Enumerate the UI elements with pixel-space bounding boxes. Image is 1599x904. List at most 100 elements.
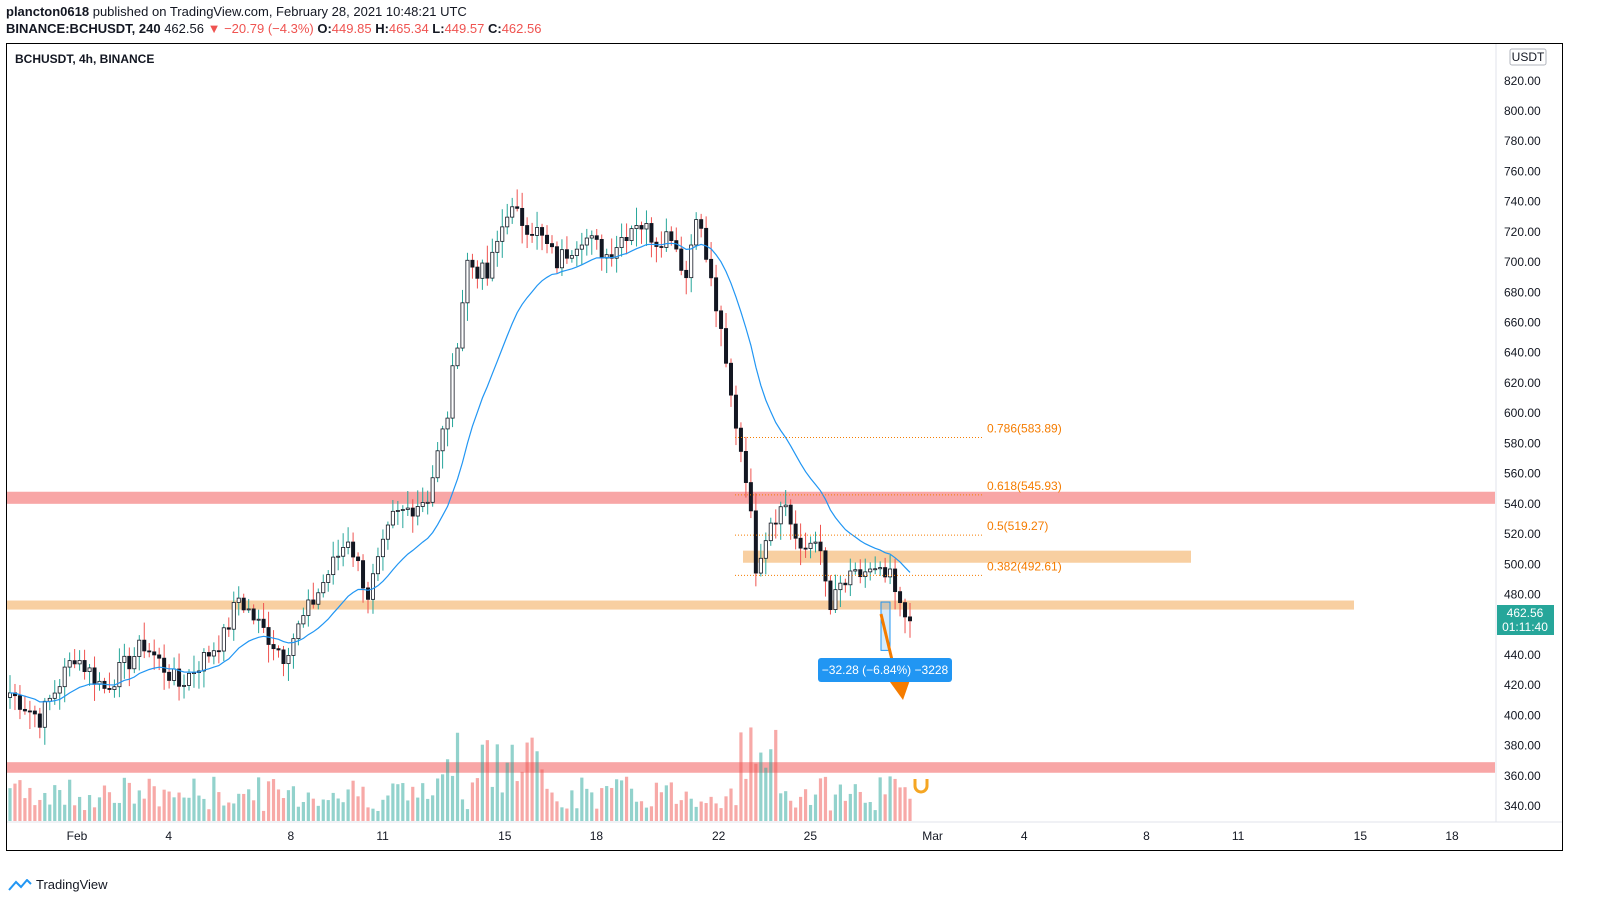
volume-bar xyxy=(102,785,107,821)
volume-bar xyxy=(903,787,907,821)
candle-body xyxy=(574,248,579,256)
candle-body xyxy=(639,225,644,230)
volume-bar xyxy=(679,800,683,821)
volume-bar xyxy=(460,799,465,821)
magnet-icon[interactable] xyxy=(913,779,929,794)
volume-bar xyxy=(794,807,798,821)
candle xyxy=(823,547,828,597)
candle-body xyxy=(783,504,788,508)
candle xyxy=(783,490,788,517)
candle xyxy=(246,598,251,613)
candle xyxy=(808,536,813,559)
volume-bar xyxy=(167,791,171,821)
candle xyxy=(888,555,893,585)
volume-bar xyxy=(863,802,867,821)
candle xyxy=(167,664,172,689)
y-tick-label: 780.00 xyxy=(1504,134,1541,148)
candle-body xyxy=(395,510,400,512)
volume-bar xyxy=(535,751,539,821)
volume-bar xyxy=(396,784,400,821)
candle xyxy=(256,609,261,634)
volume-bar xyxy=(475,778,480,821)
volume-bar xyxy=(779,793,783,821)
candle xyxy=(903,598,908,634)
candle xyxy=(62,658,67,703)
footer-brand[interactable]: TradingView xyxy=(36,877,108,892)
candle-body xyxy=(803,547,808,550)
volume-bar xyxy=(237,793,241,821)
currency-badge[interactable]: USDT xyxy=(1509,48,1547,66)
candle-body xyxy=(370,573,375,600)
candle xyxy=(574,241,579,267)
candle-body xyxy=(908,616,913,622)
volume-bar xyxy=(177,792,181,821)
candle xyxy=(221,623,226,662)
volume-bar xyxy=(734,805,738,821)
candle-body xyxy=(505,216,510,228)
volume-bar xyxy=(172,797,176,821)
candle-body xyxy=(316,592,321,605)
volume-bar xyxy=(252,800,256,821)
chart-frame[interactable] xyxy=(6,43,1563,851)
candle xyxy=(137,635,142,671)
volume-bar xyxy=(818,778,823,821)
candle-body xyxy=(788,504,793,525)
volume-bar xyxy=(774,729,778,821)
volume-bar xyxy=(97,797,102,821)
volume-bar xyxy=(301,802,305,821)
candle-body xyxy=(311,599,316,605)
candle xyxy=(828,575,833,615)
candle xyxy=(480,259,485,290)
measure-label: −32.28 (−6.84%) −3228 xyxy=(822,663,949,677)
x-tick-label: 11 xyxy=(1232,829,1245,843)
candle-body xyxy=(733,394,738,429)
candle xyxy=(400,505,405,529)
candle xyxy=(868,562,873,581)
candle xyxy=(172,657,177,686)
candle-body xyxy=(127,655,132,670)
candle-body xyxy=(380,538,385,558)
y-tick-label: 340.00 xyxy=(1504,799,1541,813)
volume-bar xyxy=(570,790,574,821)
candle-body xyxy=(634,225,639,230)
candle-body xyxy=(594,235,599,240)
candle-body xyxy=(898,591,903,604)
candle-body xyxy=(231,602,236,630)
volume-bar xyxy=(227,802,231,821)
close-label: C: xyxy=(487,21,502,36)
volume-bar xyxy=(470,782,475,821)
candle xyxy=(908,602,913,638)
candle-body xyxy=(82,660,87,672)
candle xyxy=(361,554,366,603)
candle xyxy=(833,574,838,614)
candle-body xyxy=(868,568,873,573)
volume-bar xyxy=(510,744,514,821)
candle xyxy=(331,541,336,585)
candle xyxy=(649,217,654,258)
candle xyxy=(306,589,311,627)
candle-body xyxy=(843,582,848,586)
candle-body xyxy=(57,686,62,694)
candle xyxy=(788,499,793,540)
volume-bar xyxy=(505,762,509,821)
candle-body xyxy=(470,259,475,268)
candle-body xyxy=(162,657,167,673)
volume-bar xyxy=(356,796,360,821)
candle-body xyxy=(241,597,246,611)
volume-bar xyxy=(515,781,519,821)
volume-bar xyxy=(615,779,619,821)
candle-body xyxy=(485,262,490,279)
author-name[interactable]: plancton0618 xyxy=(6,4,90,19)
volume-bar xyxy=(634,801,639,821)
candle xyxy=(445,411,450,447)
volume-bar xyxy=(346,789,350,821)
candle-body xyxy=(37,713,42,728)
candle-body xyxy=(495,240,500,253)
x-tick-label: 25 xyxy=(804,829,818,843)
candle xyxy=(669,226,674,246)
volume-bar xyxy=(311,798,315,821)
candle-body xyxy=(351,541,356,558)
candle xyxy=(216,635,221,664)
candle xyxy=(351,532,356,567)
